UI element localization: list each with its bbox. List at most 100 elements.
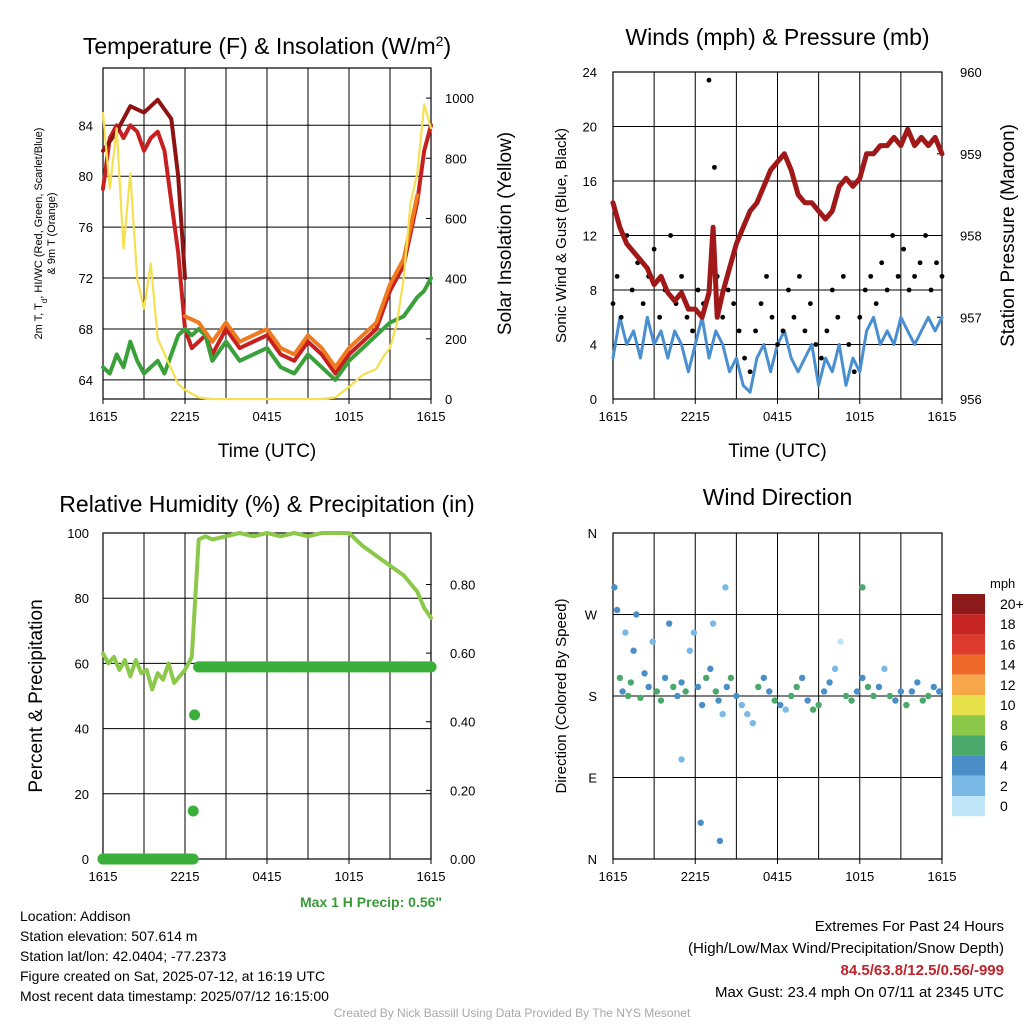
legend-label: 10 [1000,697,1016,713]
direction-point [682,688,689,695]
direction-point [653,688,661,695]
direction-point [744,710,751,718]
panel-1: Winds (mph) & Pressure (mb) 1615 2215 0415 1… [553,24,1019,462]
y2-tick-label: 400 [445,272,467,287]
x-tick-label: 2215 [681,409,710,424]
direction-point [853,688,861,695]
x-tick-label: 1015 [335,409,364,424]
gust-point [917,260,923,266]
y2-tick-label: 959 [960,147,982,162]
series-line-2 [101,97,187,281]
legend-label: 12 [1000,677,1016,693]
gust-point [706,77,712,83]
legend-swatch [952,715,985,736]
gust-point [939,273,945,279]
legend-label: 4 [1000,758,1008,774]
direction-point [875,683,883,691]
direction-point [733,692,740,700]
gust-point [758,301,764,307]
y2-tick-label: 1000 [445,91,474,106]
x-tick-label: 0415 [763,409,792,424]
direction-point [793,683,800,691]
direction-point [716,837,724,845]
direction-point [908,688,916,695]
gust-point [884,287,890,293]
superscript-2: 2 [436,33,444,49]
precip-point [186,853,198,865]
series-line-0 [101,123,433,376]
gust-point [824,328,830,334]
gust-point [731,301,737,307]
x-tick-label: 1615 [599,409,628,424]
direction-point [870,692,877,700]
direction-point [624,692,632,700]
y-axis-label: Direction (Colored By Speed) [553,598,570,793]
y-tick-label: 84 [79,118,93,133]
extremes-title: Extremes For Past 24 Hours [814,918,1004,935]
gust-point [906,287,912,293]
precip-point [111,853,123,865]
legend-swatch [952,634,985,655]
legend-label: 8 [1000,717,1008,733]
precip-point [288,661,300,673]
direction-point [820,688,828,695]
x-tick-label: 1615 [89,409,118,424]
x-tick-label: 1615 [417,869,446,884]
recent-text: Most recent data timestamp: 2025/07/12 1… [20,988,329,1004]
direction-point [925,692,932,700]
y-tick-label: 0 [82,852,89,867]
direction-point [738,701,746,709]
x-tick-label: 1015 [335,869,364,884]
gust-point [629,287,635,293]
y-tick-label: 72 [79,271,93,286]
direction-point [848,697,855,704]
gust-point [684,314,690,320]
panel-title-0: Temperature (F) & Insolation (W/m2) [83,33,451,59]
gust-point [879,260,885,266]
gust-point [895,273,901,279]
x-tick-label: 1015 [845,869,874,884]
y-axis-label: 2m T, Td, HI/WC (Red, Green, Scarlet/Blu… [33,128,58,340]
x-tick-label: 1615 [89,869,118,884]
legend-swatch [952,796,985,817]
precip-point [206,661,218,673]
precip-point [234,661,246,673]
x-tick-label: 0415 [253,409,282,424]
precip-point [316,661,328,673]
direction-point [637,694,644,702]
direction-point [630,647,637,654]
y-axis-label: Sonic Wind & Gust (Blue, Black) [553,128,570,343]
y-tick-label: N [588,852,597,867]
panel-2: Relative Humidity (%) & Precipitation (i… [26,491,475,884]
gust-point [712,164,717,170]
legend-label: 20+ [1000,596,1024,612]
direction-point [678,679,685,686]
elevation-text: Station elevation: 507.614 m [20,928,198,944]
direction-point [777,701,784,709]
y-axis-label: Percent & Precipitation [26,599,47,792]
series-line-2 [610,126,945,320]
precip-point [189,709,201,721]
y-tick-label: 16 [583,174,597,189]
gust-point [690,328,695,334]
direction-point [886,692,894,700]
y-tick-label: E [588,771,597,786]
direction-point [804,697,811,704]
y2-tick-label: 0 [445,392,452,407]
precip-point [165,853,177,865]
gust-point [901,246,907,252]
y-tick-label: N [588,526,597,541]
x-axis-label: Time (UTC) [728,441,827,462]
y2-tick-label: 0.40 [450,715,475,730]
direction-point [622,629,629,636]
precip-point [370,661,382,673]
gust-point [791,314,797,320]
gust-point [923,233,928,238]
panel-0: Temperature (F) & Insolation (W/m2) 1615 2… [33,33,516,462]
direction-point [619,688,626,695]
y2-tick-label: 0.80 [450,577,475,592]
precip-point [97,853,109,865]
direction-point [641,670,648,677]
direction-point [782,706,789,713]
direction-point [709,620,717,627]
